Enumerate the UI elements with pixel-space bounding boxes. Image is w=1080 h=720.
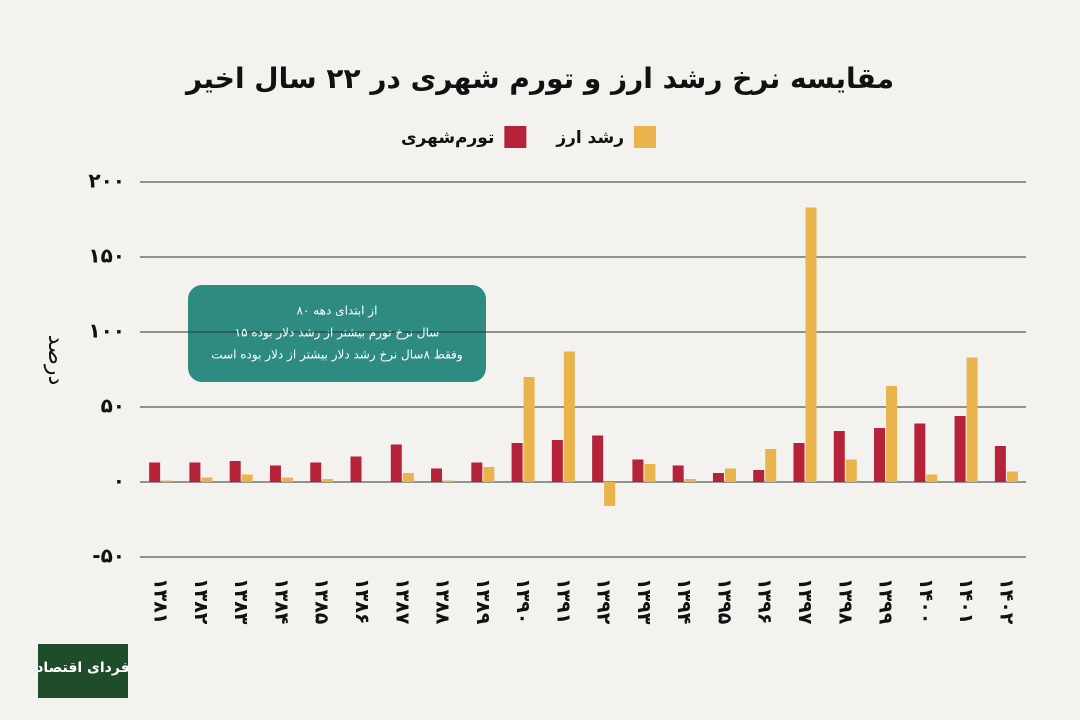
bar: [805, 207, 817, 482]
x-tick-label: ۱۳۹۹: [875, 578, 897, 625]
legend-label: تورم‌شهری: [401, 128, 494, 148]
bar: [793, 443, 805, 482]
chart-title: مقایسه نرخ رشد ارز و تورم شهری در ۲۲ سال…: [184, 62, 894, 95]
x-tick-label: ۱۴۰۱: [955, 578, 977, 624]
bar: [765, 449, 777, 482]
y-tick-label: ۵۰: [101, 394, 125, 418]
bar: [269, 465, 281, 482]
bar: [149, 462, 161, 482]
x-tick-label: ۱۳۹۶: [754, 578, 776, 624]
bar: [966, 357, 978, 482]
bar: [874, 428, 886, 482]
x-tick-label: ۱۳۹۸: [834, 578, 856, 625]
legend-swatch: [504, 126, 527, 148]
y-tick-label: ۲۰۰: [88, 169, 125, 193]
bar: [632, 459, 644, 482]
bar: [724, 468, 736, 482]
x-tick-label: ۱۳۸۴: [270, 578, 292, 624]
annotation-text: وفقط ۸سال نرخ رشد دلار بیشتر از دلار بود…: [211, 348, 462, 363]
x-tick-label: ۱۳۹۷: [794, 578, 816, 625]
bar: [241, 474, 253, 482]
legend-swatch: [634, 126, 656, 148]
annotation-text: ۱۵ سال نرخ تورم بیشتر از رشد دلار بوده: [235, 326, 440, 341]
bar: [551, 440, 563, 482]
logo-box: [38, 644, 128, 698]
logo: فردای اقتصاد: [36, 660, 129, 676]
bar: [402, 473, 414, 482]
y-axis-label: درصد: [43, 335, 68, 386]
y-tick-label: -۵۰: [92, 544, 125, 568]
bar: [161, 480, 173, 482]
bar: [201, 477, 213, 482]
x-tick-label: ۱۳۸۷: [391, 578, 413, 625]
bar: [604, 482, 616, 506]
y-tick-label: ۰: [113, 469, 125, 493]
bar: [833, 431, 845, 482]
bar: [483, 467, 495, 482]
bar: [229, 461, 241, 482]
bar: [563, 351, 575, 482]
annotation-text: از ابتدای دهه ۸۰: [297, 304, 378, 319]
bar: [914, 423, 926, 482]
bar: [845, 459, 857, 482]
bar: [350, 456, 362, 482]
x-tick-label: ۱۳۸۵: [311, 578, 333, 625]
bar: [994, 446, 1006, 482]
bar: [471, 462, 483, 482]
x-tick-label: ۱۳۹۱: [552, 578, 574, 624]
bar: [753, 470, 765, 482]
y-tick-label: ۱۰۰: [88, 319, 125, 343]
x-tick-label: ۱۳۸۸: [432, 578, 454, 625]
bar: [511, 443, 523, 482]
bar: [443, 480, 455, 482]
bar: [672, 465, 684, 482]
bar: [281, 477, 293, 482]
x-tick-label: ۱۴۰۲: [995, 578, 1017, 625]
x-tick-label: ۱۳۹۵: [713, 578, 735, 625]
bar: [684, 479, 696, 482]
bar: [886, 386, 898, 482]
x-tick-label: ۱۳۹۰: [512, 578, 534, 624]
bar: [926, 474, 938, 482]
bar: [390, 444, 402, 482]
legend-label: رشد ارز: [555, 128, 624, 148]
x-tick-label: ۱۳۸۱: [150, 578, 172, 624]
x-tick-label: ۱۳۸۹: [472, 578, 494, 625]
x-tick-label: ۱۳۸۳: [230, 578, 252, 625]
y-tick-label: ۱۵۰: [88, 244, 125, 268]
bar: [592, 435, 604, 482]
bar: [322, 479, 334, 482]
x-tick-label: ۱۴۰۰: [915, 578, 937, 624]
bar: [954, 416, 966, 482]
x-tick-label: ۱۳۹۴: [673, 578, 695, 624]
bar: [523, 377, 535, 482]
annotation-box: [188, 285, 486, 382]
bar: [1006, 471, 1018, 482]
bar: [310, 462, 322, 482]
bar: [644, 464, 656, 482]
x-tick-label: ۱۳۹۲: [593, 578, 615, 625]
x-tick-label: ۱۳۸۲: [190, 578, 212, 625]
bar: [431, 468, 443, 482]
x-tick-label: ۱۳۸۶: [351, 578, 373, 624]
x-tick-label: ۱۳۹۳: [633, 578, 655, 625]
bar: [712, 473, 724, 482]
bar: [189, 462, 201, 482]
